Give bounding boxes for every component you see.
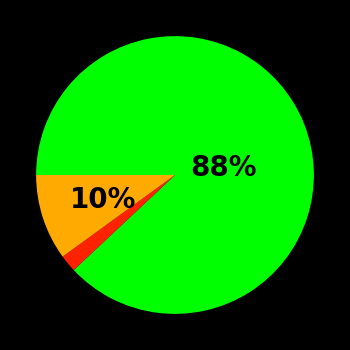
Text: 88%: 88% [190,154,257,182]
Wedge shape [36,36,314,314]
Wedge shape [63,175,175,270]
Text: 10%: 10% [70,186,136,214]
Wedge shape [36,175,175,257]
